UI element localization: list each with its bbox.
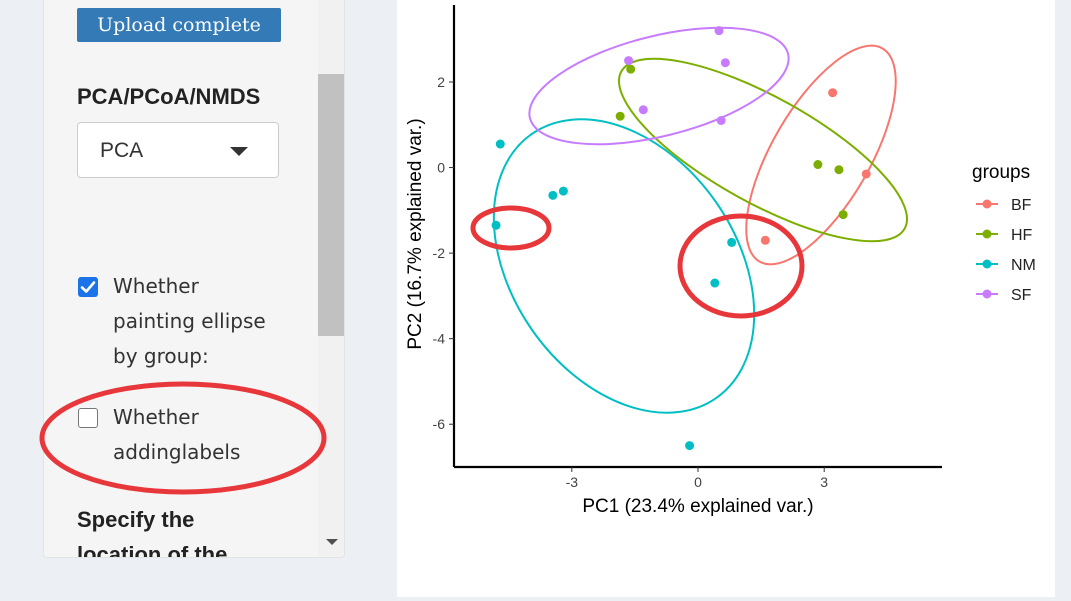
location-title-line: location of the — [77, 542, 228, 558]
y-tick-label: -4 — [433, 331, 446, 347]
point-bf — [828, 88, 838, 98]
point-nm — [685, 441, 695, 451]
sidebar-scrollbar[interactable] — [318, 0, 344, 557]
legend-label-nm: NM — [1011, 257, 1036, 274]
legend-label-bf: BF — [1011, 197, 1032, 214]
labels-label-line: Whether — [113, 405, 199, 429]
point-bf — [861, 169, 871, 179]
location-title-line: Specify the — [77, 507, 195, 532]
point-sf — [716, 116, 726, 125]
y-tick-label: 0 — [437, 160, 445, 176]
point-nm — [548, 190, 558, 200]
control-panel: Upload complete PCA/PCoA/NMDS PCA Whethe… — [43, 0, 345, 558]
point-nm — [710, 278, 720, 288]
ellipse-label-line: painting ellipse — [113, 309, 266, 333]
point-bf — [760, 235, 770, 245]
method-title: PCA/PCoA/NMDS — [77, 84, 261, 109]
labels-label-line: addinglabels — [113, 440, 241, 464]
ellipse-checkbox-label: Whether painting ellipse by group: — [113, 269, 303, 374]
ellipse-label-line: Whether — [113, 274, 199, 298]
ellipse-label-line: by group: — [113, 344, 209, 368]
ellipse-sf — [528, 26, 790, 146]
x-tick-label: -3 — [566, 474, 579, 490]
point-nm — [491, 220, 501, 230]
point-hf — [813, 160, 823, 170]
labels-checkbox[interactable] — [78, 408, 98, 428]
checkmark-icon — [80, 281, 96, 293]
right-margin — [1055, 0, 1071, 597]
legend-label-sf: SF — [1011, 287, 1032, 304]
x-tick-label: 3 — [820, 474, 828, 490]
point-hf — [615, 111, 625, 121]
y-tick-label: 2 — [437, 74, 445, 90]
ellipse-checkbox[interactable] — [78, 277, 98, 297]
point-sf — [714, 26, 724, 36]
point-sf — [638, 105, 648, 115]
labels-checkbox-label: Whether addinglabels — [113, 400, 303, 470]
point-sf — [720, 58, 730, 68]
point-hf — [626, 64, 636, 74]
sidebar: Upload complete PCA/PCoA/NMDS PCA Whethe… — [0, 0, 397, 597]
ellipse-hf — [618, 57, 908, 243]
ellipse-bf — [745, 44, 897, 266]
scroll-down-arrow-icon[interactable] — [326, 539, 338, 545]
legend-label-hf: HF — [1011, 227, 1033, 244]
location-title: Specify the location of the — [77, 502, 228, 558]
x-tick-label: 0 — [694, 474, 702, 490]
caret-down-icon — [230, 147, 248, 156]
method-select[interactable]: PCA — [77, 122, 279, 178]
x-axis-label: PC1 (23.4% explained var.) — [582, 496, 813, 517]
upload-complete-button[interactable]: Upload complete — [77, 8, 281, 42]
legend-title: groups — [972, 162, 1030, 183]
ellipse-nm — [492, 118, 756, 414]
y-axis-label: PC2 (16.7% explained var.) — [405, 118, 426, 349]
red-highlight-ellipse — [677, 213, 805, 319]
y-tick-label: -6 — [433, 416, 446, 432]
point-nm — [558, 186, 568, 196]
method-select-value: PCA — [100, 139, 144, 162]
legend-key-point — [982, 289, 992, 299]
point-nm — [495, 139, 505, 149]
point-nm — [727, 237, 737, 247]
point-sf — [624, 56, 634, 66]
plot-area: -3 0 3 2 0 -2 -4 -6 PC1 (23.4% explained var.) PC… — [397, 0, 1055, 597]
pca-chart: -3 0 3 2 0 -2 -4 -6 PC1 (23.4% explained var.) PC… — [405, 5, 1036, 517]
scrollbar-thumb[interactable] — [318, 74, 344, 336]
legend-key-point — [982, 199, 992, 209]
point-hf — [834, 165, 844, 175]
y-tick-label: -2 — [433, 245, 446, 261]
point-hf — [838, 210, 848, 220]
red-highlight-ellipse — [470, 205, 552, 251]
legend-key-point — [982, 229, 992, 239]
legend-key-point — [982, 259, 992, 269]
